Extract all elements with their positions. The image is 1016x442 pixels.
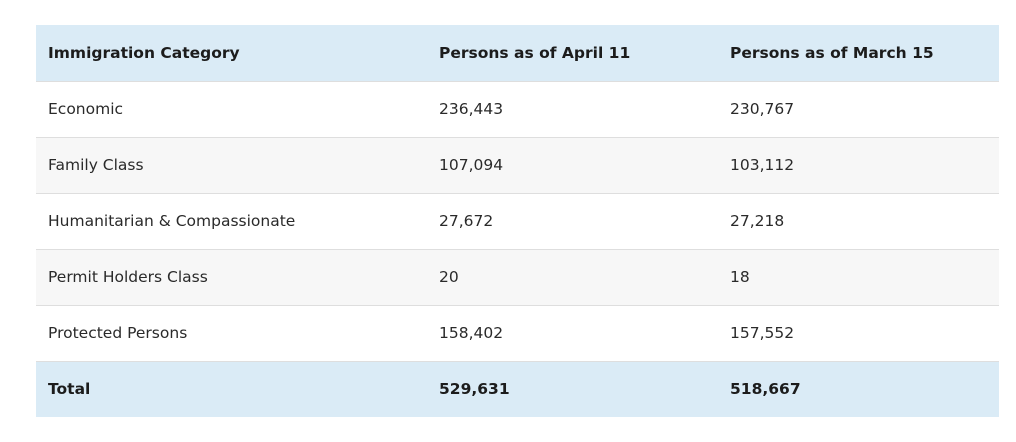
cell-april-11: 107,094 — [439, 156, 504, 174]
cell-category: Economic — [48, 100, 124, 118]
table-row: Protected Persons 158,402 157,552 — [36, 305, 999, 361]
table-total-row: Total 529,631 518,667 — [36, 361, 999, 417]
total-april-11: 529,631 — [439, 380, 510, 399]
cell-category: Protected Persons — [48, 324, 188, 342]
total-march-15: 518,667 — [730, 380, 801, 399]
cell-march-15: 18 — [730, 268, 750, 286]
table-row: Economic 236,443 230,767 — [36, 81, 999, 137]
cell-march-15: 230,767 — [730, 100, 795, 118]
cell-april-11: 27,672 — [439, 212, 494, 230]
header-persons-march-15: Persons as of March 15 — [730, 43, 934, 62]
table-row: Permit Holders Class 20 18 — [36, 249, 999, 305]
total-label: Total — [48, 380, 91, 399]
cell-march-15: 27,218 — [730, 212, 785, 230]
cell-april-11: 158,402 — [439, 324, 504, 342]
immigration-table-container: Immigration Category Persons as of April… — [36, 25, 999, 417]
cell-april-11: 236,443 — [439, 100, 504, 118]
header-immigration-category: Immigration Category — [48, 43, 240, 62]
cell-april-11: 20 — [439, 268, 459, 286]
header-persons-april-11: Persons as of April 11 — [439, 43, 631, 62]
table-header-row: Immigration Category Persons as of April… — [36, 25, 999, 81]
table-row: Humanitarian & Compassionate 27,672 27,2… — [36, 193, 999, 249]
table-row: Family Class 107,094 103,112 — [36, 137, 999, 193]
cell-category: Humanitarian & Compassionate — [48, 212, 296, 230]
cell-march-15: 157,552 — [730, 324, 795, 342]
immigration-table: Immigration Category Persons as of April… — [36, 25, 999, 417]
cell-category: Family Class — [48, 156, 144, 174]
cell-category: Permit Holders Class — [48, 268, 208, 286]
cell-march-15: 103,112 — [730, 156, 795, 174]
